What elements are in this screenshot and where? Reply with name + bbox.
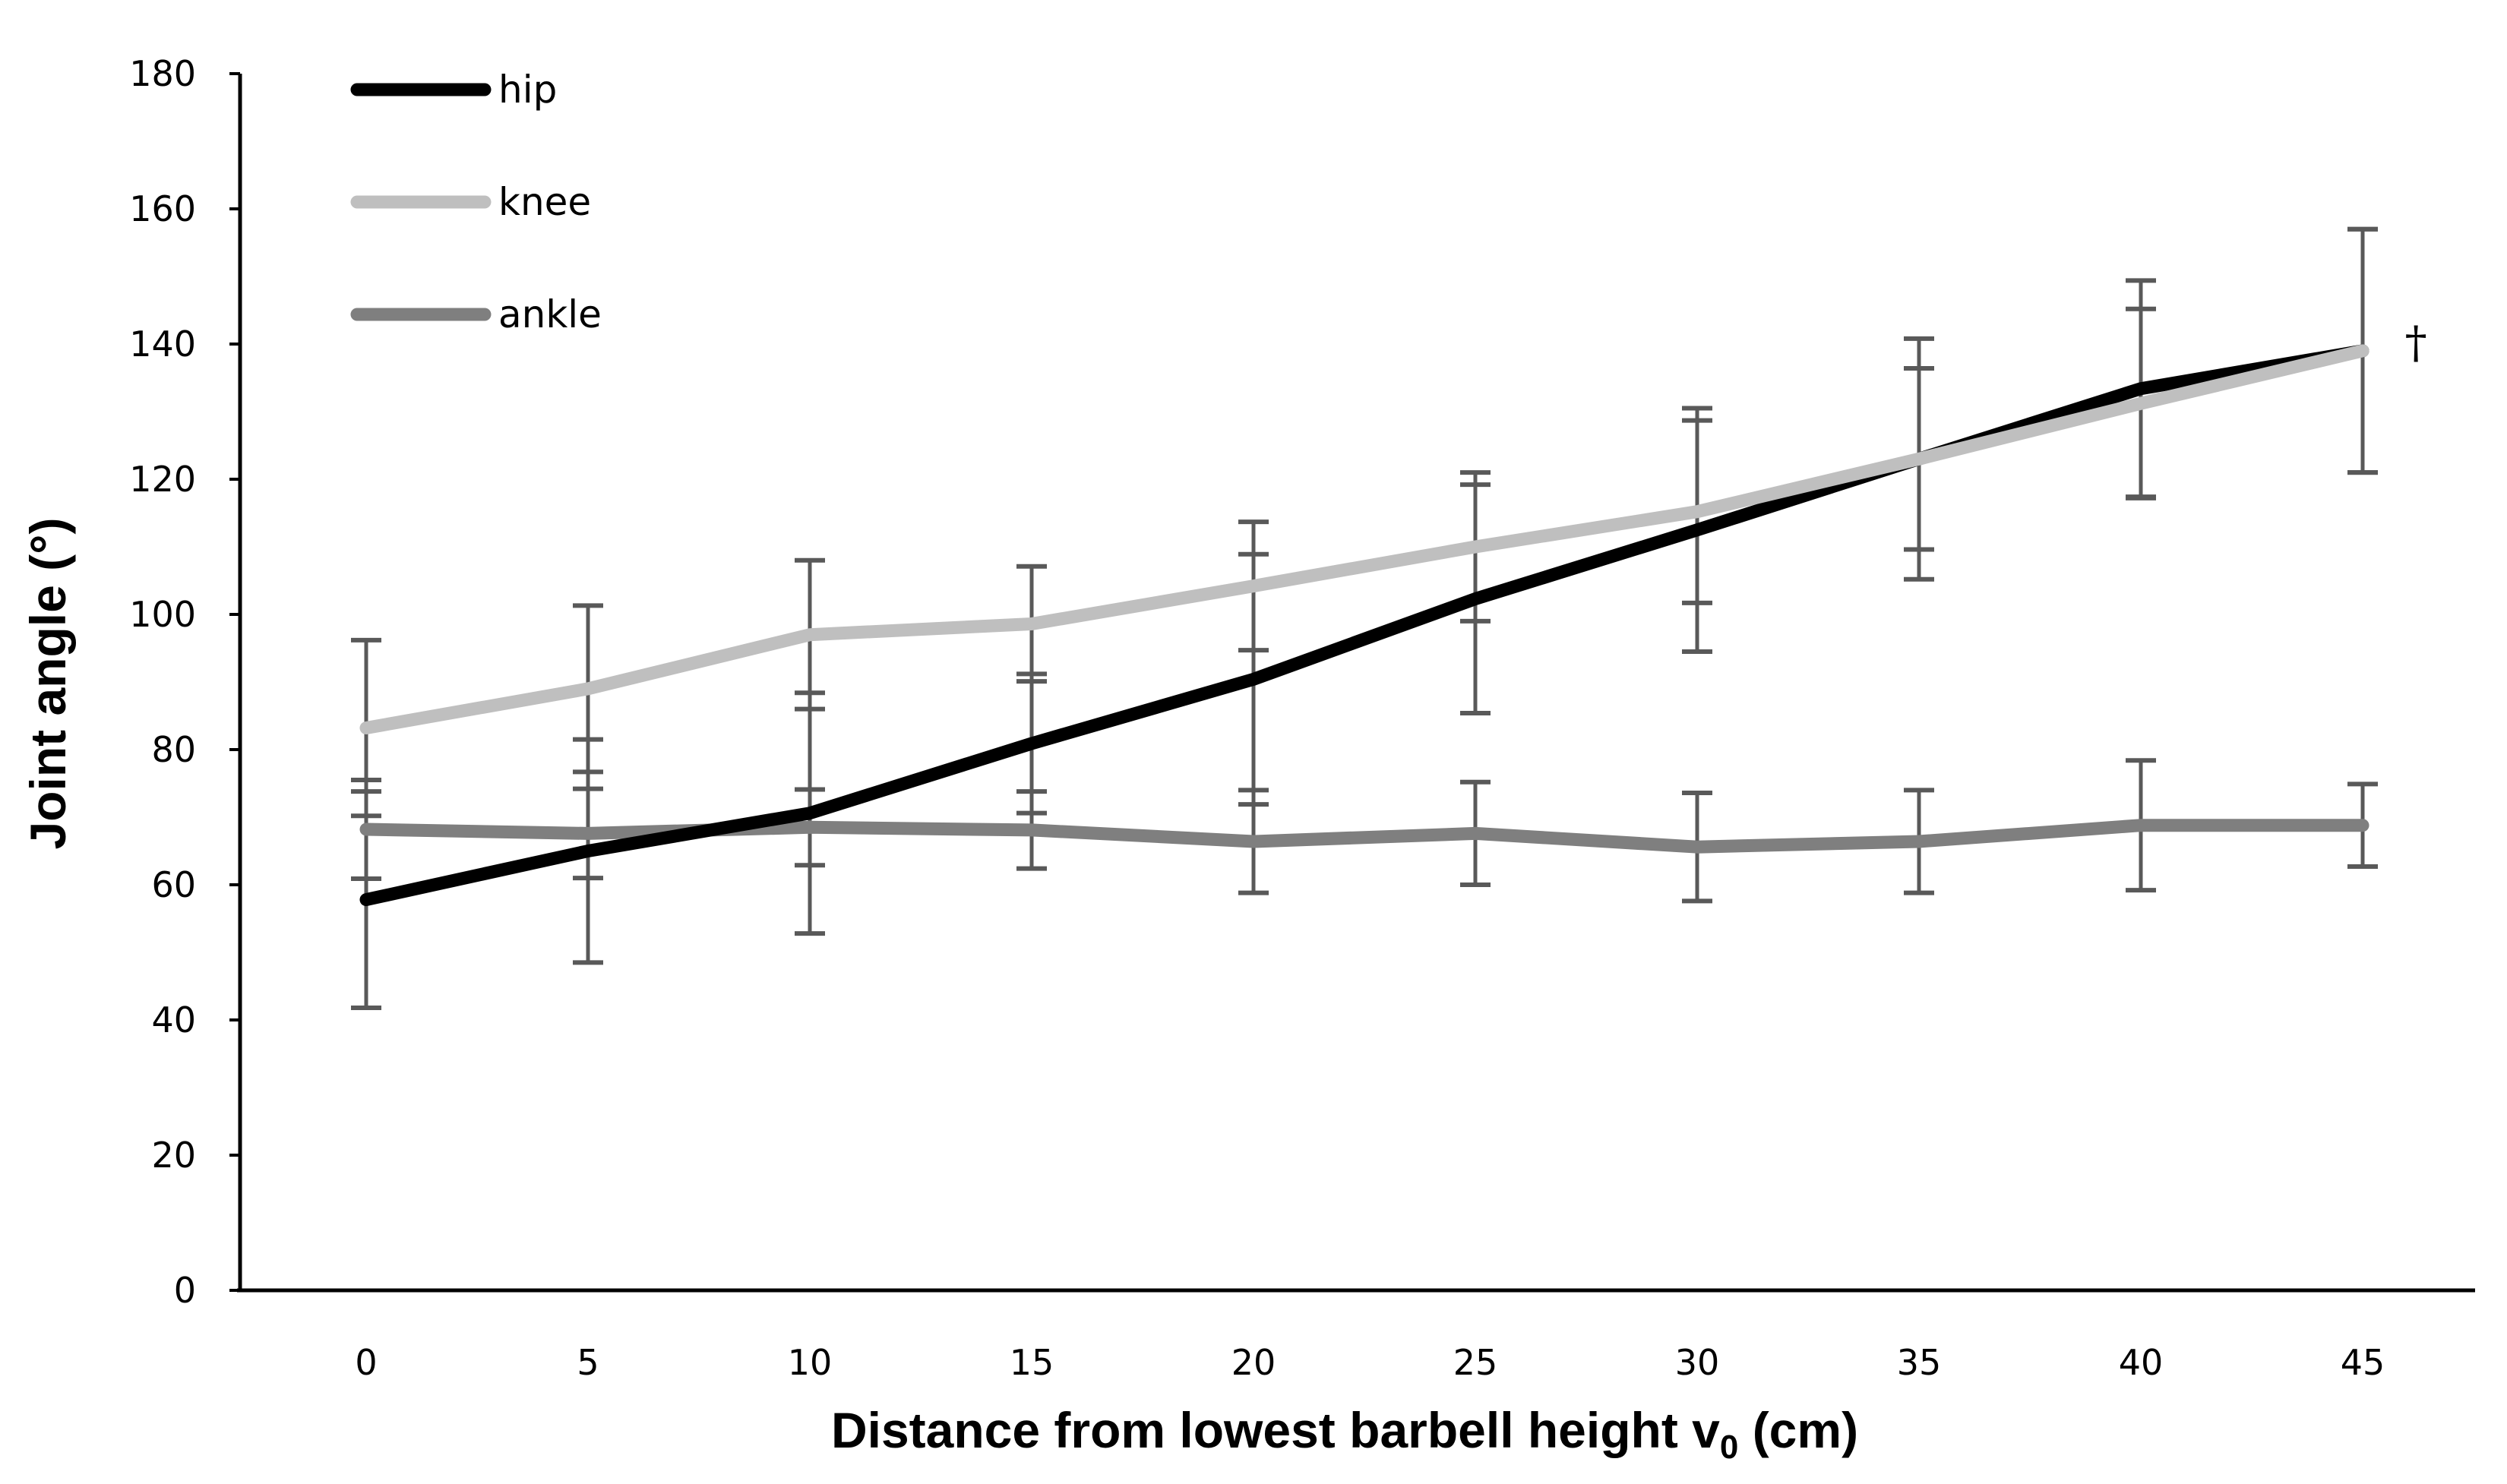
x-tick-label: 40 [2119,1342,2164,1383]
x-axis-title-tail: (cm) [1738,1402,1858,1458]
y-tick-label: 180 [129,53,196,94]
x-tick-label: 30 [1675,1342,1720,1383]
x-ticks: 0 5 10 15 20 25 30 35 40 45 [355,1342,2385,1383]
x-axis-title-main: Distance from lowest barbell height v [831,1402,1720,1458]
legend-label: knee [498,180,591,224]
x-tick-label: 25 [1453,1342,1498,1383]
y-tick-label: 140 [129,324,196,365]
legend: hip knee ankle [350,68,602,336]
error-bars [351,226,2378,1010]
x-tick-label: 10 [788,1342,833,1383]
y-ticks: 0 20 40 60 80 100 120 140 160 180 [129,53,240,1311]
x-tick-label: 5 [577,1342,599,1383]
y-tick-label: 100 [129,594,196,635]
y-tick-label: 20 [151,1135,196,1176]
legend-item-hip: hip [350,68,557,112]
annotations: † [2405,317,2427,368]
legend-label: hip [498,68,557,112]
legend-label: ankle [498,292,602,336]
y-tick-label: 80 [151,729,196,770]
legend-item-knee: knee [350,180,591,224]
y-tick-label: 0 [174,1270,196,1311]
y-tick-label: 40 [151,999,196,1040]
y-axis-title: Joint angle (°) [20,517,76,849]
series-line-knee [359,344,2369,734]
series-line-hip [359,344,2369,907]
y-tick-label: 60 [151,864,196,905]
x-tick-label: 0 [355,1342,377,1383]
y-tick-label: 120 [129,459,196,500]
annotation-dagger: † [2405,317,2427,368]
x-axis-title: Distance from lowest barbell height v0 (… [831,1402,1858,1466]
y-tick-label: 160 [129,188,196,229]
x-tick-label: 45 [2341,1342,2385,1383]
axes [237,74,2475,1293]
legend-item-ankle: ankle [350,292,602,336]
x-tick-label: 20 [1231,1342,1276,1383]
x-tick-label: 15 [1010,1342,1054,1383]
series-lines [359,344,2369,907]
x-axis-title-subscript: 0 [1720,1429,1738,1466]
x-tick-label: 35 [1897,1342,1942,1383]
